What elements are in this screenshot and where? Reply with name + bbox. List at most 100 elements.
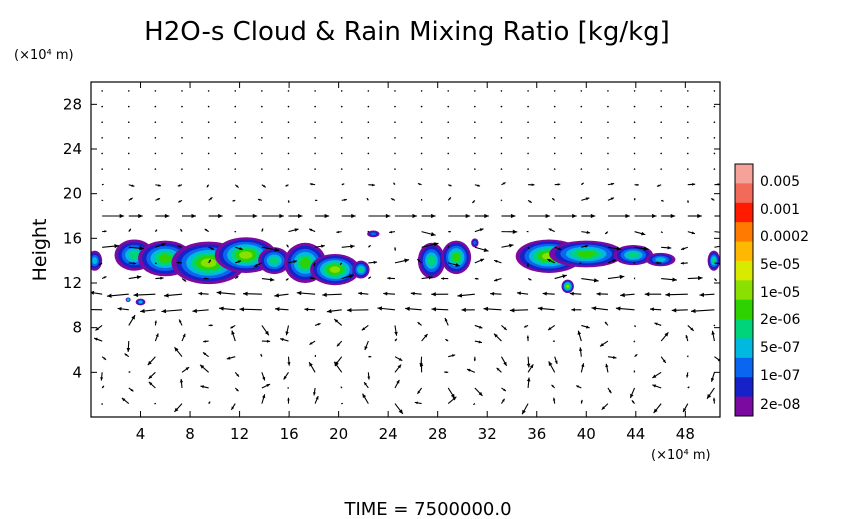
x-tick-label: 20 (329, 425, 348, 443)
wind-vector-head (131, 315, 136, 320)
wind-vector-head (114, 243, 120, 249)
wind-vector-head (510, 213, 516, 219)
wind-vector-head (524, 325, 527, 328)
wind-vector (101, 137, 103, 139)
wind-vector-head (182, 333, 186, 338)
wind-vector-head (101, 183, 104, 186)
wind-vector-head (552, 198, 555, 201)
wind-vector (234, 90, 237, 92)
wind-vector-head (315, 199, 318, 202)
wind-vector-head (608, 390, 612, 394)
wind-vector (181, 105, 183, 108)
wind-vector-head (346, 307, 352, 313)
colorbar-frame (734, 163, 754, 417)
wind-vector-head (287, 387, 290, 389)
colorbar-swatch (735, 338, 753, 359)
wind-vector-head (412, 213, 417, 219)
wind-vector-head (266, 384, 271, 388)
wind-vector-head (364, 346, 368, 351)
wind-vector-head (287, 397, 290, 401)
wind-vector (394, 137, 396, 139)
wind-vector-field (84, 90, 720, 415)
wind-vector-head (309, 362, 313, 367)
wind-vector-head (672, 277, 677, 282)
y-axis-title: Height (29, 219, 51, 282)
wind-vector-head (321, 244, 325, 248)
wind-vector-head (526, 335, 530, 339)
wind-vector-head (596, 292, 601, 296)
wind-vector-head (404, 258, 410, 263)
wind-vector-head (286, 244, 289, 247)
colorbar-swatch (735, 396, 753, 417)
cloud-contour-layer (91, 230, 720, 306)
wind-vector-head (667, 246, 672, 250)
wind-vector-head (444, 371, 447, 374)
wind-vector-head (681, 247, 685, 250)
cloud-contour (473, 240, 477, 245)
wind-vector-head (368, 245, 371, 248)
wind-vector (633, 105, 636, 108)
wind-vector (607, 105, 609, 108)
wind-vector-head (373, 260, 378, 264)
colorbar-label: 0.0002 (760, 229, 809, 245)
wind-vector-head (478, 325, 483, 329)
wind-vector-head (424, 333, 428, 338)
wind-vector-head (527, 246, 530, 249)
wind-vector (420, 90, 423, 92)
wind-vector (234, 105, 237, 108)
wind-vector-head (161, 308, 167, 314)
wind-vector-head (472, 200, 475, 204)
wind-vector-head (494, 259, 498, 263)
x-tick-label: 24 (379, 425, 398, 443)
wind-vector-head (711, 330, 715, 335)
wind-vector (687, 168, 689, 170)
wind-vector (367, 105, 370, 108)
wind-vector-head (451, 354, 456, 357)
wind-vector-head (132, 261, 136, 265)
cloud-contour (452, 253, 460, 262)
wind-vector-head (178, 200, 181, 203)
wind-vector-head (652, 213, 657, 219)
wind-vector-head (473, 402, 476, 405)
wind-vector (713, 121, 716, 123)
wind-vector (420, 121, 423, 123)
wind-vector-head (522, 409, 526, 415)
wind-vector-head (322, 292, 327, 297)
wind-vector (154, 105, 157, 108)
wind-vector-head (430, 232, 436, 237)
wind-vector-head (136, 275, 142, 280)
wind-vector-head (283, 375, 287, 380)
wind-vector-head (148, 375, 153, 379)
time-label: TIME = 7500000.0 (343, 499, 511, 519)
wind-vector-head (610, 197, 614, 201)
wind-vector-head (473, 358, 476, 362)
wind-vector-head (414, 401, 418, 405)
wind-vector-head (315, 396, 319, 400)
wind-vector (234, 152, 237, 155)
wind-vector (261, 105, 263, 108)
wind-vector-head (431, 292, 436, 297)
wind-vector-head (665, 292, 670, 297)
colorbar-swatch (735, 319, 753, 339)
wind-vector-head (577, 330, 582, 335)
wind-vector-head (293, 260, 297, 264)
wind-vector-head (580, 399, 583, 403)
wind-vector-head (226, 356, 231, 360)
wind-vector-head (619, 274, 625, 280)
wind-vector-head (548, 228, 552, 232)
wind-vector-head (448, 197, 451, 200)
wind-vector-head (243, 291, 248, 296)
wind-vector (101, 105, 103, 108)
wind-vector-head (641, 231, 646, 236)
wind-vector-head (84, 307, 89, 311)
wind-vector-head (385, 213, 391, 219)
wind-vector (633, 121, 636, 123)
wind-vector-head (652, 384, 657, 388)
wind-vector (527, 90, 529, 92)
wind-vector (127, 152, 130, 155)
wind-vector (101, 152, 103, 155)
wind-vector-head (398, 357, 403, 361)
wind-vector-head (572, 213, 577, 219)
wind-vector-head (157, 198, 161, 201)
colorbar-label: 2e-08 (760, 397, 800, 413)
